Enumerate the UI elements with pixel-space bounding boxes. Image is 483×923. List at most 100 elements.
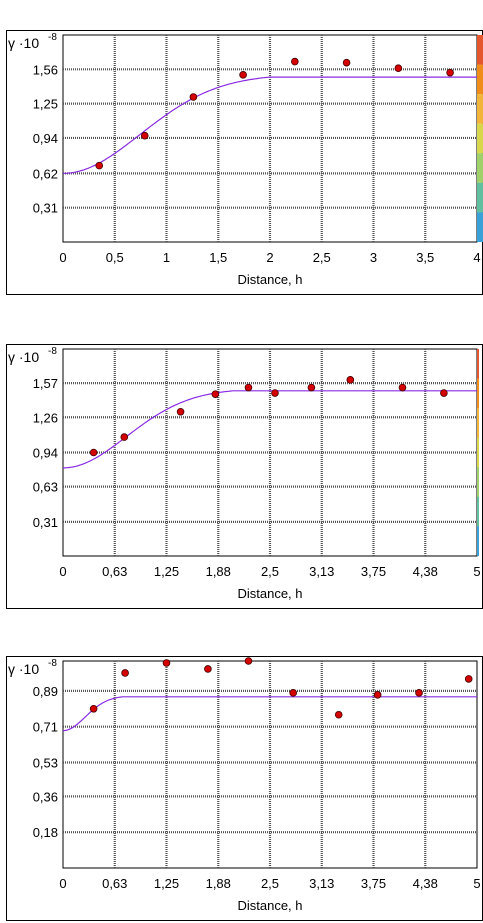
y-tick-label: 0,89 xyxy=(33,684,58,699)
data-point xyxy=(334,710,343,719)
data-point xyxy=(176,407,185,416)
x-tick-label: 5 xyxy=(473,564,480,579)
data-point xyxy=(291,57,299,66)
y-tick-label: 1,25 xyxy=(33,97,58,112)
plot-area xyxy=(62,660,478,869)
y-axis-label: γ ·10 xyxy=(8,661,39,677)
y-tick-label: 0,53 xyxy=(33,756,58,771)
data-point xyxy=(89,448,98,457)
data-point xyxy=(446,68,454,77)
x-tick-label: 2 xyxy=(266,250,273,265)
x-tick-label: 1,25 xyxy=(154,876,179,891)
x-tick-label: 1,88 xyxy=(206,876,231,891)
data-point xyxy=(398,383,407,392)
color-strip-segment xyxy=(477,496,479,527)
color-strip-segment xyxy=(477,437,479,468)
data-point xyxy=(162,659,171,667)
x-tick-label: 1,5 xyxy=(209,250,227,265)
data-point xyxy=(342,58,351,67)
x-tick-label: 3,13 xyxy=(309,876,334,891)
variogram-chart-3: 0 0,63 1,25 1,88 2,5 3,13 3,75 4,38 5 0,18 0,36 0,5… xyxy=(8,657,481,913)
color-strip-segment xyxy=(477,467,479,497)
y-tick-label: 0,31 xyxy=(33,201,58,216)
x-tick-label: 3,75 xyxy=(361,876,386,891)
data-point xyxy=(415,689,423,697)
x-tick-label: 0 xyxy=(59,564,66,579)
color-strip-segment xyxy=(477,153,483,183)
data-point xyxy=(464,675,473,683)
x-tick-label: 4 xyxy=(473,250,480,265)
x-tick-label: 1 xyxy=(163,250,170,265)
data-point xyxy=(244,383,253,392)
y-axis-label: γ ·10 xyxy=(8,349,39,365)
x-tick-label: 2,5 xyxy=(261,564,279,579)
y-tick-label: 0,31 xyxy=(33,515,58,530)
x-tick-label: 1,88 xyxy=(206,564,231,579)
y-axis-exponent: -8 xyxy=(48,346,57,357)
y-tick-label: 1,56 xyxy=(33,62,58,77)
x-tick-label: 0,5 xyxy=(106,250,124,265)
color-strip-segment xyxy=(477,349,479,379)
data-point xyxy=(89,704,98,713)
y-tick-label: 0,36 xyxy=(33,789,58,804)
color-strip-segment xyxy=(477,35,483,65)
y-axis-exponent: -8 xyxy=(48,658,57,669)
data-point xyxy=(440,389,448,397)
variogram-panel-1: 0 0,5 1 1,5 2 2,5 3 3,5 4 0,31 0,62 0,94 1,25 1,56 γ ·… xyxy=(6,30,483,295)
model-curve xyxy=(63,390,477,469)
color-strip-segment xyxy=(477,526,479,556)
color-strip-segment xyxy=(477,378,479,409)
data-point xyxy=(95,161,104,170)
color-strip-segment xyxy=(477,212,483,242)
y-axis-label: γ ·10 xyxy=(8,35,39,51)
x-axis-label: Distance, h xyxy=(237,586,302,601)
y-tick-label: 0,63 xyxy=(33,480,58,495)
x-tick-label: 0 xyxy=(59,876,66,891)
data-point xyxy=(373,691,382,699)
y-tick-label: 0,94 xyxy=(33,446,58,461)
data-point xyxy=(239,71,247,79)
y-tick-label: 0,71 xyxy=(33,720,58,735)
y-axis-exponent: -8 xyxy=(48,32,57,43)
x-tick-label: 0,63 xyxy=(102,876,127,891)
variogram-chart-2: 0 0,63 1,25 1,88 2,5 3,13 3,75 4,38 5 0,31 0,63 0,9… xyxy=(8,346,481,601)
data-point xyxy=(189,93,198,101)
x-tick-label: 0,63 xyxy=(102,564,127,579)
data-point xyxy=(120,433,129,441)
data-point xyxy=(211,390,220,398)
variogram-panel-2: 0 0,63 1,25 1,88 2,5 3,13 3,75 4,38 5 0,31 0,63 0,9… xyxy=(6,344,483,609)
color-strip-segment xyxy=(477,182,483,213)
x-tick-label: 5 xyxy=(473,876,480,891)
variogram-panel-3: 0 0,63 1,25 1,88 2,5 3,13 3,75 4,38 5 0,18 0,36 0,5… xyxy=(6,656,483,921)
data-point xyxy=(244,657,253,665)
x-tick-label: 2,5 xyxy=(261,876,279,891)
x-tick-label: 1,25 xyxy=(154,564,179,579)
color-strip-segment xyxy=(477,64,483,95)
model-curve xyxy=(62,696,477,732)
y-tick-label: 0,94 xyxy=(33,131,58,146)
x-tick-label: 4,38 xyxy=(413,876,438,891)
data-point xyxy=(271,389,279,397)
data-point xyxy=(346,376,355,384)
x-tick-label: 2,5 xyxy=(313,250,331,265)
x-tick-label: 3,75 xyxy=(361,564,386,579)
data-point xyxy=(204,665,212,673)
x-axis-label: Distance, h xyxy=(237,272,302,287)
variogram-chart-1: 0 0,5 1 1,5 2 2,5 3 3,5 4 0,31 0,62 0,94 1,25 1,56 γ ·… xyxy=(8,32,483,287)
data-point xyxy=(289,689,297,697)
x-tick-label: 3,5 xyxy=(416,250,434,265)
data-point xyxy=(307,383,316,392)
x-tick-label: 4,38 xyxy=(413,564,438,579)
color-strip-segment xyxy=(477,408,479,438)
x-axis-label: Distance, h xyxy=(237,898,302,913)
color-strip-segment xyxy=(477,123,483,154)
data-point xyxy=(394,64,403,73)
model-curve xyxy=(62,76,477,174)
color-strip-segment xyxy=(477,94,483,124)
x-tick-label: 0 xyxy=(59,250,66,265)
y-tick-label: 0,62 xyxy=(33,166,58,181)
data-point xyxy=(140,131,149,140)
data-point xyxy=(121,669,129,677)
y-tick-label: 1,57 xyxy=(33,376,58,391)
x-tick-label: 3 xyxy=(370,250,377,265)
